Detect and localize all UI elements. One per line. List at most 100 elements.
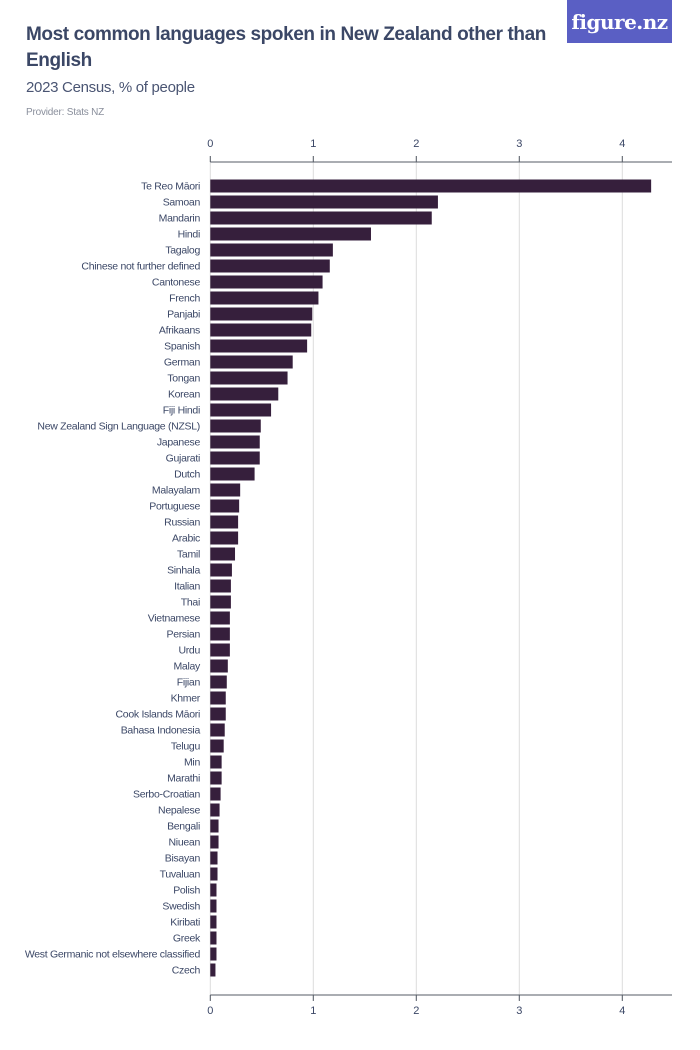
y-category-label: Afrikaans (159, 325, 200, 337)
y-category-label: Fiji Hindi (163, 405, 200, 417)
bar (210, 307, 313, 321)
bar (210, 771, 222, 785)
y-category-label: Thai (181, 597, 200, 609)
y-category-label: French (169, 293, 200, 305)
bar (210, 355, 293, 369)
y-category-label: Spanish (164, 341, 200, 353)
bar (210, 851, 218, 865)
bar (210, 947, 217, 961)
bar (210, 403, 272, 417)
bar (210, 275, 323, 289)
x-tick-label-top: 1 (310, 138, 316, 150)
x-tick-label-bottom: 1 (310, 1005, 316, 1017)
y-category-label: Telugu (171, 741, 201, 753)
chart-subtitle: 2023 Census, % of people (26, 79, 195, 96)
bar (210, 467, 255, 481)
bar (210, 963, 216, 977)
bar (210, 323, 312, 337)
y-category-label: Chinese not further defined (81, 261, 200, 273)
y-category-label: Cantonese (152, 277, 201, 289)
bar (210, 867, 218, 881)
bar (210, 483, 241, 497)
bar (210, 291, 319, 305)
y-category-label: Dutch (174, 469, 200, 481)
x-tick-label-bottom: 4 (619, 1005, 625, 1017)
bar (210, 579, 231, 593)
bar (210, 611, 230, 625)
bar (210, 723, 225, 737)
y-category-label: Arabic (172, 533, 200, 545)
bar (210, 419, 261, 433)
y-category-label: Korean (168, 389, 201, 401)
y-category-label: Tuvaluan (160, 869, 201, 881)
y-category-label: Niuean (169, 837, 201, 849)
y-category-label: Panjabi (167, 309, 200, 321)
y-category-label: Min (184, 757, 200, 769)
bar (210, 787, 221, 801)
bar (210, 755, 222, 769)
y-category-label: Tongan (167, 373, 200, 385)
bar (210, 899, 217, 913)
x-tick-label-top: 4 (619, 138, 625, 150)
y-category-label: Cook Islands Māori (116, 709, 200, 721)
bar (210, 515, 239, 529)
bar (210, 227, 371, 241)
bar (210, 259, 330, 273)
y-category-label: Mandarin (159, 213, 201, 225)
y-category-label: Tamil (177, 549, 200, 561)
bar (210, 931, 217, 945)
bar (210, 739, 224, 753)
bar (210, 659, 228, 673)
bar (210, 451, 260, 465)
y-category-label: Hindi (178, 229, 200, 241)
x-tick-label-top: 2 (413, 138, 419, 150)
y-category-label: Swedish (162, 901, 200, 913)
y-category-label: Fijian (177, 677, 201, 689)
y-category-label: Khmer (171, 693, 201, 705)
bar (210, 499, 240, 513)
y-category-label: Urdu (178, 645, 200, 657)
bar (210, 707, 226, 721)
bar (210, 819, 219, 833)
x-tick-label-top: 0 (207, 138, 213, 150)
y-category-label: Serbo-Croatian (133, 789, 200, 801)
bar (210, 211, 432, 225)
y-category-label: Sinhala (167, 565, 200, 577)
y-category-label: Persian (166, 629, 200, 641)
bar (210, 803, 220, 817)
y-category-label: Bahasa Indonesia (121, 725, 201, 737)
y-category-label: Malayalam (152, 485, 201, 497)
bar (210, 195, 438, 209)
bar (210, 531, 239, 545)
bar (210, 595, 231, 609)
bar (210, 179, 652, 193)
bar (210, 547, 236, 561)
y-category-label: West Germanic not elsewhere classified (25, 949, 201, 961)
y-category-label: German (164, 357, 201, 369)
y-category-label: Samoan (163, 197, 201, 209)
y-category-label: Polish (173, 885, 200, 897)
bar (210, 371, 288, 385)
y-category-label: Marathi (167, 773, 200, 785)
x-tick-label-bottom: 2 (413, 1005, 419, 1017)
chart-title: Most common languages spoken in New Zeal… (26, 24, 546, 71)
y-category-label: Kiribati (170, 917, 200, 929)
provider-label: Provider: Stats NZ (26, 107, 105, 118)
y-category-label: Te Reo Māori (141, 181, 200, 193)
y-category-label: Russian (164, 517, 200, 529)
y-category-label: Tagalog (165, 245, 200, 257)
bar (210, 243, 333, 257)
y-category-label: Japanese (157, 437, 201, 449)
y-category-label: New Zealand Sign Language (NZSL) (37, 421, 200, 433)
y-category-label: Bisayan (165, 853, 201, 865)
bar (210, 387, 279, 401)
x-tick-label-bottom: 0 (207, 1005, 213, 1017)
bar (210, 643, 230, 657)
bar (210, 691, 226, 705)
y-category-label: Italian (174, 581, 200, 593)
figure-nz-logo[interactable]: figure.nz (567, 0, 672, 43)
bar (210, 883, 217, 897)
bar (210, 627, 230, 641)
bar (210, 675, 227, 689)
